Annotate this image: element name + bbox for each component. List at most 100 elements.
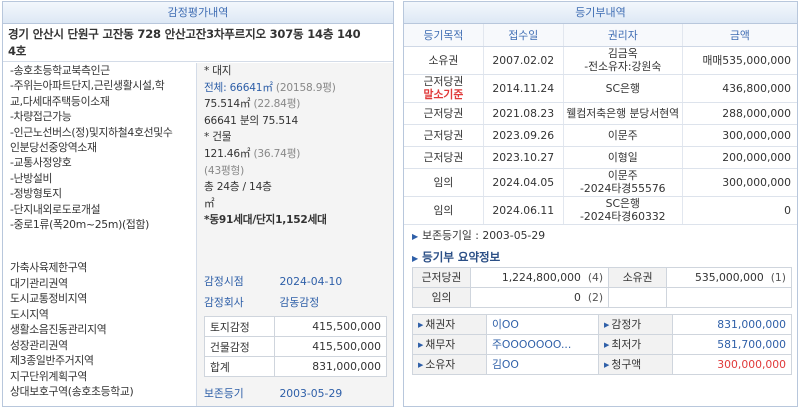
appraisal-panel-header: 감정평가내역 [3,2,393,24]
appraisal-company-value: 감동감정 [279,296,320,309]
registry-summary-title: ▶ 등기부 요약정보 [404,247,797,267]
registry-date: 2023.09.26 [483,124,564,147]
zone-line: 제3종일반주거지역 [10,354,94,367]
summary-amount-2: 535,000,000 [666,266,769,288]
feature-line: -단지내외로도로개설 [10,202,101,216]
registry-date: 2014.11.24 [483,74,564,103]
registry-summary-title-text: 등기부 요약정보 [422,249,501,264]
building-area-value: 121.46㎡ [204,147,251,160]
property-features: -송호초등학교북측인근 -주위는아파트단지,근린생활시설,학 교,다세대주택등이소재… [3,63,197,406]
appraisal-price-table: 토지감정 415,500,000 건물감정 415,500,000 합계 831,000,… [204,316,387,377]
registry-holder-name: SC은행 [605,81,640,95]
summary-row: 근저당권 1,224,800,000 (4) 소유권 535,000,000 (1) [412,266,792,288]
summary-type-label-2: 소유권 [608,266,668,288]
zone-line: 성장관리권역 [10,338,68,352]
party-name-link[interactable]: 이OO [486,313,599,335]
building-area: 121.46㎡ (36.74평) [204,146,336,163]
registry-holder: 김금옥 -전소유자:강원숙 [563,46,683,75]
price-label-text: 최저가 [611,338,642,351]
feature-line: 교,다세대주택등이소재 [10,94,110,108]
registry-date: 2021.08.23 [483,102,564,125]
complex-households: *동91세대/단지1,152세대 [204,214,327,227]
price-value: 415,500,000 [274,316,387,337]
zone-line: 생활소음진동관리지역 [10,323,107,336]
registry-row: 임의 2024.06.11 SC은행 -2024타경60332 0 [404,196,797,225]
appraisal-panel: 감정평가내역 경기 안산시 단원구 고잔동 728 안산고잔3차푸르지오 307… [2,1,394,407]
triangle-right-icon: ▶ [604,321,610,329]
appraisal-summary: 감정시점 2024-04-10 감정회사 감동감정 토지감정 415,500,00… [204,271,389,403]
triangle-right-icon: ▶ [412,231,419,241]
summary-type-label: 근저당권 [412,266,471,288]
party-name-link[interactable]: 김OO [486,353,599,375]
feature-line: -난방설비 [10,171,53,185]
registry-holder: 이형일 [563,146,683,169]
registry-amount: 436,800,000 [682,74,797,103]
column-header-holder: 권리자 [563,24,683,47]
triangle-right-icon: ▶ [412,253,419,263]
registry-amount: 300,000,000 [682,168,797,197]
column-header-purpose: 등기목적 [404,24,484,47]
feature-line: -중로1류(폭20m~25m)(접함) [10,218,150,232]
registry-row: 근저당권 2021.08.23 웰컴저축은행 분당서현역 288,000,000 [404,102,797,125]
registry-purpose-text: 근저당권 [423,75,464,88]
triangle-right-icon: ▶ [418,341,424,349]
registry-date: 2024.06.11 [483,196,564,225]
registry-row: 소유권 2007.02.02 김금옥 -전소유자:강원숙 매매535,000,000 [404,46,797,75]
registry-basis-date: ▶ 보존등기일 : 2003-05-29 [404,225,797,247]
summary-count: (4) [585,266,610,288]
party-role-label: ▶ 채권자 [412,313,487,335]
party-role-text: 채권자 [425,318,456,331]
cancellation-basis-badge: 말소기준 [423,88,464,101]
land-share-value: 75.514㎡ [204,98,251,111]
zone-line: 대기관리권역 [10,276,68,290]
unit-mark: ㎡ [204,197,215,210]
feature-line: -차량접근가능 [10,110,72,124]
feature-line: -송호초등학교북측인근 [10,64,110,77]
registry-holder: SC은행 -2024타경60332 [563,196,683,225]
summary-type-label-2 [608,286,668,308]
registry-purpose: 근저당권 말소기준 [404,74,484,103]
party-role-text: 소유자 [425,358,456,371]
features-list: -송호초등학교북측인근 -주위는아파트단지,근린생활시설,학 교,다세대주택등이소재… [10,63,196,232]
price-label: 건물감정 [204,336,275,357]
property-address: 경기 안산시 단원구 고잔동 728 안산고잔3차푸르지오 307동 14층 1… [3,24,393,62]
registry-purpose-text: 임의 [433,175,454,189]
registry-holder-name: 이문주 [607,169,638,182]
price-value: 415,500,000 [274,336,387,357]
registry-date: 2023.10.27 [483,146,564,169]
registry-row: 임의 2024.04.05 이문주 -2024타경55576 300,000,000 [404,168,797,197]
feature-line: 인분당선중앙역소재 [10,141,97,155]
zone-line: 도시교통정비지역 [10,292,88,305]
zones-list: 가축사육제한구역 대기관리권역 도시교통정비지역 도시지역 생활소음진동관리지역 성장관리… [10,260,134,400]
land-fraction: 66641 분의 75.514 [204,114,298,127]
zone-line: 지구단위계획구역 [10,369,88,383]
registry-table: 등기목적 접수일 권리자 금액 소유권 2007.02.02 김금옥 -전소유자:강원… [404,24,797,225]
party-name-link[interactable]: 주OOOOOOO... [486,333,599,355]
column-header-amount: 금액 [682,24,797,47]
summary-count-2 [768,286,792,308]
price-row: 토지감정 415,500,000 [204,316,387,337]
appraisal-body: -송호초등학교북측인근 -주위는아파트단지,근린생활시설,학 교,다세대주택등이소재… [3,63,393,406]
party-row: ▶ 소유자 김OO ▶ 청구액 300,000,000 [412,353,792,375]
triangle-right-icon: ▶ [604,341,610,349]
party-row: ▶ 채권자 이OO ▶ 감정가 831,000,000 [412,313,792,335]
summary-amount: 1,224,800,000 [469,266,586,288]
preservation-registration-date: 2003-05-29 [279,387,343,400]
address-line-2: 4호 [8,44,27,58]
registry-holder-name: 김금옥 [607,47,638,60]
registry-date: 2007.02.02 [483,46,564,75]
registry-row: 근저당권 말소기준 2014.11.24 SC은행 436,800,000 [404,74,797,103]
registry-holder-name: 이형일 [607,150,638,164]
preservation-registration-row: 보존등기 2003-05-29 [204,385,389,403]
registry-purpose-text: 근저당권 [423,128,464,142]
price-row: 합계 831,000,000 [204,356,387,377]
registry-holder-name: SC은행 [605,197,640,210]
building-label: * 건물 [204,131,232,144]
registry-amount: 0 [682,196,797,225]
registry-purpose: 근저당권 [404,146,484,169]
registry-purpose-text: 근저당권 [423,106,464,120]
price-label-text: 감정가 [611,318,642,331]
registry-panel-header: 등기부내역 [404,2,797,24]
feature-line: -인근노선버스(정)및지하철4호선및수 [10,125,173,139]
feature-line: -정방형토지 [10,187,62,201]
